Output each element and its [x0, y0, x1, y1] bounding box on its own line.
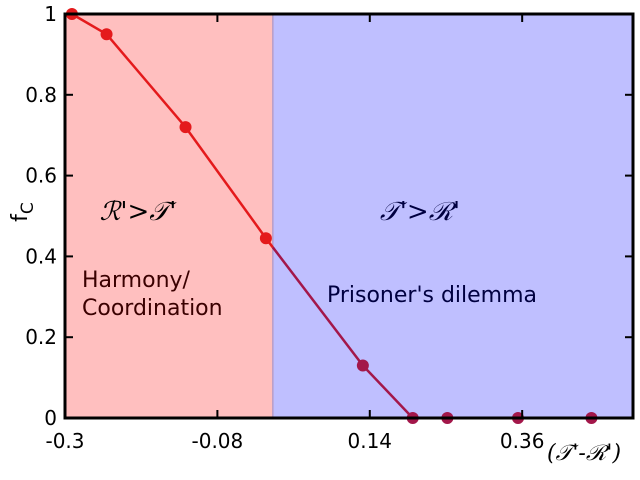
region-0-name-label: Coordination	[82, 296, 223, 321]
region-1-math-label: 𝒯'>ℛ'	[380, 197, 460, 227]
region-0-name-label: Harmony/	[82, 268, 191, 293]
svg-text:fC: fC	[8, 202, 38, 222]
region-1-background	[272, 14, 633, 418]
y-tick-label: 0.4	[25, 244, 57, 268]
background-regions	[65, 14, 633, 418]
y-tick-label: 0.6	[25, 164, 57, 188]
region-1-name-label: Prisoner's dilemma	[327, 283, 537, 308]
data-point	[259, 232, 272, 245]
region-0-math-label: ℛ'>𝒯'	[100, 197, 178, 227]
x-tick-label: 0.14	[348, 429, 393, 453]
x-tick-label: 0.36	[500, 429, 545, 453]
data-point	[100, 28, 113, 41]
series-group	[65, 8, 598, 424]
y-axis-label: fC	[8, 202, 38, 222]
plot-frame	[63, 12, 635, 420]
label-group: (𝒯'-ℛ') fC	[8, 202, 621, 466]
x-tick-label: -0.08	[192, 429, 244, 453]
axes-frame	[63, 12, 635, 420]
y-tick-label: 0	[44, 406, 57, 430]
y-tick-label: 1	[44, 2, 57, 26]
series-line-segment	[105, 33, 187, 128]
region-text-group: ℛ'>𝒯' Harmony/Coordination 𝒯'>ℛ' Prisoner's…	[82, 197, 537, 321]
tick-group: -0.3 -0.08 0.14 0.36 0 0.2 0.4 0.6 0.8 1	[25, 2, 633, 453]
y-axis-label-sub: C	[18, 202, 38, 214]
y-tick-label: 0.8	[25, 83, 57, 107]
series-line-segment	[271, 246, 364, 367]
data-point	[179, 121, 192, 134]
series-line-segment	[184, 126, 267, 239]
series-line-segment	[71, 12, 108, 36]
x-axis-label: (𝒯'-ℛ')	[547, 441, 621, 466]
series-line-segment	[361, 364, 414, 419]
y-axis-label-main: f	[8, 213, 33, 222]
data-point	[356, 359, 369, 372]
y-tick-label: 0.2	[25, 325, 57, 349]
region-0-background	[65, 14, 273, 418]
x-tick-label: -0.3	[45, 429, 84, 453]
